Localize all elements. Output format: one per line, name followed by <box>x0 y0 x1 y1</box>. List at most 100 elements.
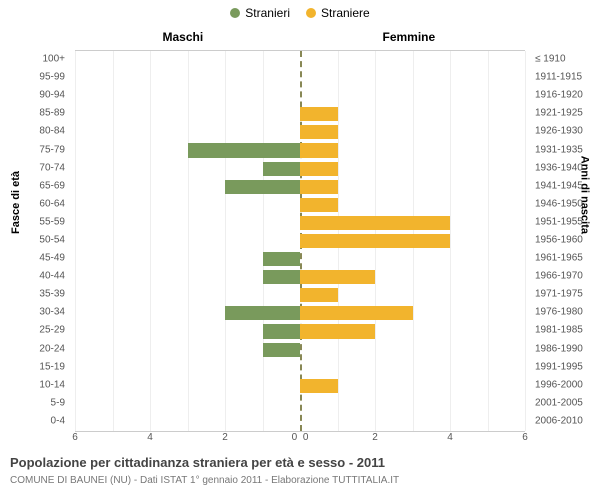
y-tick-birth: 1986-1990 <box>530 343 600 354</box>
y-tick-birth: 1911-1915 <box>530 72 600 83</box>
bar-female <box>300 125 338 139</box>
chart-row <box>75 69 525 87</box>
bar-female <box>300 288 338 302</box>
chart-row <box>75 377 525 395</box>
bar-female <box>300 143 338 157</box>
y-tick-birth: 1976-1980 <box>530 307 600 318</box>
y-tick-birth: 1941-1945 <box>530 180 600 191</box>
chart-row <box>75 413 525 431</box>
bar-male <box>263 343 301 357</box>
x-tick: 6 <box>522 432 528 443</box>
legend-label: Stranieri <box>245 6 290 20</box>
y-tick-age: 100+ <box>0 54 70 65</box>
y-tick-age: 40-44 <box>0 271 70 282</box>
bar-female <box>300 234 450 248</box>
column-header-female: Femmine <box>383 30 436 44</box>
chart-row <box>75 105 525 123</box>
y-tick-birth: 2001-2005 <box>530 397 600 408</box>
chart-row <box>75 286 525 304</box>
chart-row <box>75 395 525 413</box>
y-tick-age: 75-79 <box>0 144 70 155</box>
y-tick-birth: 1916-1920 <box>530 90 600 101</box>
chart-row <box>75 51 525 69</box>
chart-row <box>75 87 525 105</box>
bar-female <box>300 270 375 284</box>
x-tick: 0 <box>303 432 309 443</box>
y-tick-age: 95-99 <box>0 72 70 83</box>
chart-row <box>75 232 525 250</box>
y-tick-age: 55-59 <box>0 216 70 227</box>
x-tick: 2 <box>372 432 378 443</box>
chart-row <box>75 341 525 359</box>
chart-row <box>75 214 525 232</box>
legend-swatch <box>230 8 240 18</box>
x-tick: 2 <box>222 432 228 443</box>
y-tick-birth: 1951-1955 <box>530 216 600 227</box>
y-tick-age: 15-19 <box>0 361 70 372</box>
y-tick-birth: 1926-1930 <box>530 126 600 137</box>
y-tick-birth: 1981-1985 <box>530 325 600 336</box>
chart-row <box>75 160 525 178</box>
bar-female <box>300 379 338 393</box>
y-tick-age: 50-54 <box>0 235 70 246</box>
x-tick: 6 <box>72 432 78 443</box>
column-header-male: Maschi <box>163 30 204 44</box>
chart-subtitle: COMUNE DI BAUNEI (NU) - Dati ISTAT 1° ge… <box>10 475 399 486</box>
bar-male <box>263 162 301 176</box>
y-tick-age: 20-24 <box>0 343 70 354</box>
y-tick-age: 70-74 <box>0 162 70 173</box>
chart-row <box>75 268 525 286</box>
chart-row <box>75 322 525 340</box>
chart-row <box>75 141 525 159</box>
y-tick-birth: 1971-1975 <box>530 289 600 300</box>
bar-male <box>225 306 300 320</box>
y-tick-birth: 1991-1995 <box>530 361 600 372</box>
chart-row <box>75 250 525 268</box>
bar-female <box>300 162 338 176</box>
y-tick-age: 30-34 <box>0 307 70 318</box>
population-pyramid-chart: StranieriStraniere Maschi Femmine Fasce … <box>0 0 600 500</box>
y-tick-age: 90-94 <box>0 90 70 101</box>
chart-row <box>75 359 525 377</box>
x-tick: 4 <box>147 432 153 443</box>
legend-label: Straniere <box>321 6 370 20</box>
bar-male <box>263 252 301 266</box>
bar-male <box>263 270 301 284</box>
chart-row <box>75 196 525 214</box>
bar-female <box>300 306 413 320</box>
bar-male <box>225 180 300 194</box>
y-tick-birth: 1996-2000 <box>530 379 600 390</box>
y-tick-age: 60-64 <box>0 198 70 209</box>
legend-swatch <box>306 8 316 18</box>
chart-row <box>75 304 525 322</box>
bar-male <box>188 143 301 157</box>
chart-row <box>75 123 525 141</box>
legend: Stranieri Straniere <box>0 6 600 21</box>
y-tick-age: 5-9 <box>0 397 70 408</box>
y-tick-birth: 1921-1925 <box>530 108 600 119</box>
x-tick: 4 <box>447 432 453 443</box>
bar-female <box>300 324 375 338</box>
y-tick-birth: ≤ 1910 <box>530 54 600 65</box>
y-tick-age: 80-84 <box>0 126 70 137</box>
bar-female <box>300 216 450 230</box>
y-tick-age: 65-69 <box>0 180 70 191</box>
y-tick-birth: 1961-1965 <box>530 253 600 264</box>
y-tick-birth: 1956-1960 <box>530 235 600 246</box>
y-tick-age: 45-49 <box>0 253 70 264</box>
bar-female <box>300 198 338 212</box>
plot-area <box>75 50 525 432</box>
y-tick-birth: 1931-1935 <box>530 144 600 155</box>
bar-female <box>300 180 338 194</box>
legend-item: Straniere <box>306 6 370 20</box>
chart-title: Popolazione per cittadinanza straniera p… <box>10 455 385 470</box>
y-tick-age: 0-4 <box>0 415 70 426</box>
y-tick-birth: 1966-1970 <box>530 271 600 282</box>
bar-male <box>263 324 301 338</box>
y-tick-birth: 2006-2010 <box>530 415 600 426</box>
bar-female <box>300 107 338 121</box>
y-tick-age: 10-14 <box>0 379 70 390</box>
x-tick: 0 <box>292 432 298 443</box>
y-tick-age: 25-29 <box>0 325 70 336</box>
chart-row <box>75 178 525 196</box>
